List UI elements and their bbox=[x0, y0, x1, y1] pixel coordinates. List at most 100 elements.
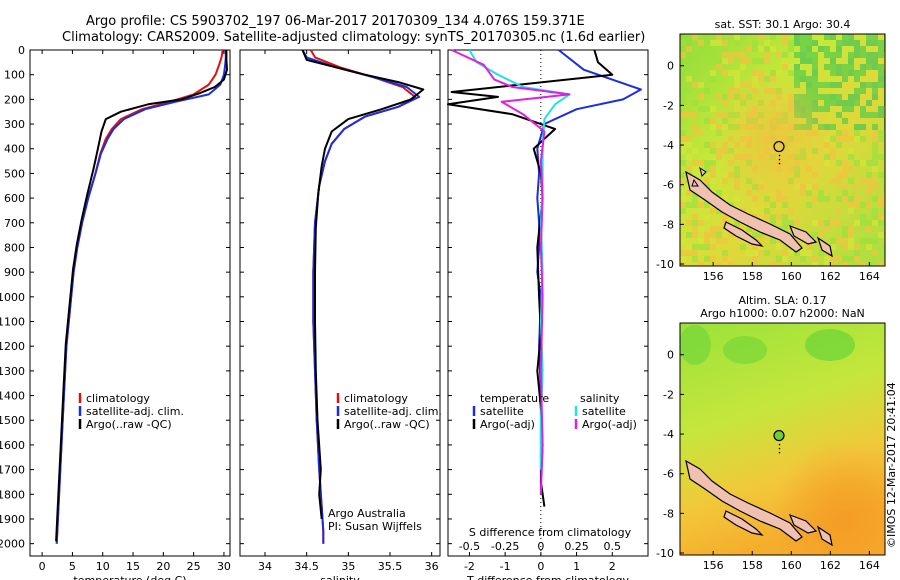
y-tick-label: 1700 bbox=[0, 464, 25, 477]
x-tick-label: 2 bbox=[609, 560, 616, 573]
sla-map-title-line-1: Altim. SLA: 0.17 bbox=[738, 294, 826, 307]
x-top-tick-label: 0.25 bbox=[564, 540, 589, 553]
series-line-climatology bbox=[309, 49, 416, 544]
y-tick-label: 500 bbox=[4, 167, 25, 180]
y-tick-label: 1800 bbox=[0, 488, 25, 501]
y-tick-label: 700 bbox=[4, 217, 25, 230]
x-tick-label: 34 bbox=[258, 560, 272, 573]
legend-label: climatology bbox=[344, 392, 408, 405]
x-top-tick-label: -0.5 bbox=[459, 540, 480, 553]
plot-frame bbox=[29, 49, 231, 557]
series-line-satellite-adj-clim- bbox=[301, 49, 421, 544]
float-position-marker bbox=[773, 429, 785, 442]
profile-panel-difference: -2 -1 0 1 2 -0.5 -0.25 0 0.25 0.5S difference fro… bbox=[447, 49, 649, 580]
x-tick-label: 0 bbox=[537, 560, 544, 573]
x-top-tick-label: 0 bbox=[537, 540, 544, 553]
x-tick-label: 15 bbox=[126, 560, 140, 573]
x-tick-label: 30 bbox=[217, 560, 231, 573]
series-line-climatology bbox=[55, 49, 224, 544]
profile-panel-salinity: 34 34.5 35 35.5 36 salinity climatologysatelli… bbox=[239, 49, 442, 580]
y-tick-label: -6 bbox=[663, 179, 674, 192]
legend-label: Argo(-adj) bbox=[480, 418, 535, 431]
legend-label: Argo(..raw -QC) bbox=[86, 418, 172, 431]
y-tick-label: 300 bbox=[4, 118, 25, 131]
annotation-text: PI: Susan Wijffels bbox=[328, 520, 422, 533]
float-track-dot bbox=[778, 162, 781, 165]
y-tick-label: -10 bbox=[656, 258, 674, 271]
x-tick-label: 158 bbox=[742, 559, 763, 572]
sst-map-title: sat. SST: 30.1 Argo: 30.4 bbox=[715, 18, 851, 31]
y-tick-label: -8 bbox=[663, 507, 674, 520]
float-track-dot bbox=[778, 447, 781, 450]
series-line-salinity-argo-adj- bbox=[451, 49, 571, 495]
y-tick-label: 1300 bbox=[0, 365, 25, 378]
x-tick-label: 156 bbox=[703, 559, 724, 572]
y-tick-label: 1600 bbox=[0, 439, 25, 452]
y-tick-label: -8 bbox=[663, 218, 674, 231]
x-axis-label: T difference from climatology bbox=[466, 574, 629, 580]
x-tick-label: -1 bbox=[500, 560, 511, 573]
plot-frame bbox=[447, 49, 649, 557]
y-tick-label: 600 bbox=[4, 192, 25, 205]
sla-map-coastline bbox=[685, 459, 833, 547]
x-axis-label: temperature (deg C) bbox=[73, 574, 186, 580]
plot-frame bbox=[239, 49, 441, 557]
sst-map-coastline bbox=[685, 166, 833, 258]
series-line-argo-raw-qc- bbox=[55, 50, 228, 542]
annotation-text: Argo Australia bbox=[328, 507, 406, 520]
y-tick-label: -4 bbox=[663, 139, 674, 152]
y-tick-label: 1200 bbox=[0, 340, 25, 353]
legend-label: Argo(..raw -QC) bbox=[344, 418, 430, 431]
y-tick-label: -10 bbox=[656, 547, 674, 560]
legend-title: salinity bbox=[580, 392, 620, 405]
x-tick-label: 1 bbox=[573, 560, 580, 573]
footer-stamp: ©IMOS 12-Mar-2017 20:41:04 bbox=[885, 382, 898, 548]
legend-label: climatology bbox=[86, 392, 150, 405]
x-tick-label: 162 bbox=[820, 559, 841, 572]
y-tick-label: 0 bbox=[667, 349, 674, 362]
y-tick-label: 800 bbox=[4, 241, 25, 254]
float-track-dot bbox=[778, 451, 781, 454]
x-tick-label: 160 bbox=[781, 270, 802, 283]
sla-map-title-line-2: Argo h1000: 0.07 h2000: NaN bbox=[700, 307, 865, 320]
sst-map-panel bbox=[679, 33, 886, 267]
x-top-tick-label: -0.25 bbox=[491, 540, 519, 553]
legend-label: satellite bbox=[582, 405, 626, 418]
series-line-temperature-argo-adj- bbox=[447, 49, 614, 507]
y-tick-label: 2000 bbox=[0, 538, 25, 551]
legend-label: satellite bbox=[480, 405, 524, 418]
y-tick-label: 0 bbox=[18, 44, 25, 57]
y-tick-label: 1900 bbox=[0, 513, 25, 526]
y-tick-label: 100 bbox=[4, 69, 25, 82]
y-tick-label: 1400 bbox=[0, 390, 25, 403]
legend-title: temperature bbox=[480, 392, 549, 405]
x-axis-label: salinity bbox=[320, 574, 360, 580]
float-position-marker bbox=[773, 140, 785, 153]
x-tick-label: 156 bbox=[703, 270, 724, 283]
profile-panel-temperature: 0100200300400500600700800900100011001200… bbox=[0, 44, 231, 580]
y-tick-label: 200 bbox=[4, 93, 25, 106]
x-tick-label: 25 bbox=[187, 560, 201, 573]
y-tick-label: 1500 bbox=[0, 414, 25, 427]
x-tick-label: -2 bbox=[464, 560, 475, 573]
x-tick-label: 20 bbox=[156, 560, 170, 573]
float-track-dot bbox=[778, 154, 781, 157]
x-tick-label: 0 bbox=[39, 560, 46, 573]
y-tick-label: 900 bbox=[4, 266, 25, 279]
y-tick-label: 1000 bbox=[0, 291, 25, 304]
header-line-1: Argo profile: CS 5903702_197 06-Mar-2017… bbox=[86, 14, 585, 29]
float-track-dot bbox=[778, 158, 781, 161]
y-tick-label: -4 bbox=[663, 428, 674, 441]
y-tick-label: 0 bbox=[667, 60, 674, 73]
x-tick-label: 36 bbox=[425, 560, 439, 573]
y-tick-label: 400 bbox=[4, 143, 25, 156]
x-tick-label: 164 bbox=[859, 270, 880, 283]
sla-map-panel bbox=[679, 322, 886, 556]
legend-label: satellite-adj. clim. bbox=[344, 405, 442, 418]
legend-label: satellite-adj. clim. bbox=[86, 405, 184, 418]
x-tick-label: 34.5 bbox=[294, 560, 319, 573]
float-track-dot bbox=[778, 443, 781, 446]
series-line-temperature-satellite bbox=[536, 49, 642, 495]
y-tick-label: -2 bbox=[663, 99, 674, 112]
